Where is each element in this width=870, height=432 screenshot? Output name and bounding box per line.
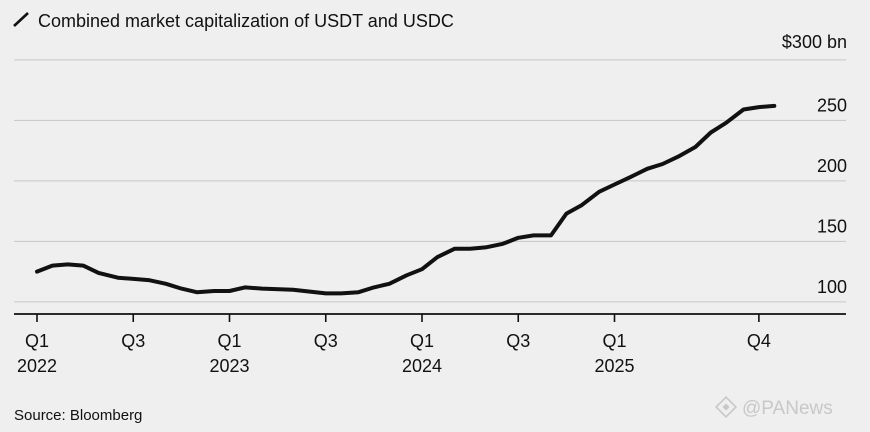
x-year-label-2024: 2024 — [402, 356, 442, 376]
title-slash-icon — [13, 12, 29, 27]
watermark-logo-icon — [714, 395, 738, 419]
x-tick-label-4: Q1 — [410, 331, 434, 351]
x-tick-label-3: Q3 — [314, 331, 338, 351]
x-axis: Q1 2022 Q3 Q1 2023 Q3 Q1 2024 Q3 Q1 2025 Q4 — [17, 314, 771, 376]
x-tick-label-6: Q1 — [602, 331, 626, 351]
x-tick-label-2: Q1 — [217, 331, 241, 351]
x-year-label-2025: 2025 — [594, 356, 634, 376]
y-tick-label-300: $300 bn — [782, 32, 847, 52]
watermark-text: @PANews — [742, 398, 833, 419]
series-line-usdt-usdc — [35, 103, 777, 296]
y-tick-label-100: 100 — [817, 277, 847, 297]
watermark: @PANews — [714, 395, 833, 419]
x-year-label-2023: 2023 — [209, 356, 249, 376]
y-tick-label-250: 250 — [817, 95, 847, 115]
x-tick-label-0: Q1 — [25, 331, 49, 351]
chart-title: Combined market capitalization of USDT a… — [38, 11, 454, 31]
gridlines — [14, 59, 846, 303]
x-tick-label-7: Q4 — [747, 331, 771, 351]
y-tick-label-200: 200 — [817, 156, 847, 176]
y-tick-label-150: 150 — [817, 216, 847, 236]
x-year-label-2022: 2022 — [17, 356, 57, 376]
y-axis-labels: $300 bn 250 200 150 100 — [782, 32, 847, 297]
source-note: Source: Bloomberg — [14, 407, 142, 424]
x-tick-label-5: Q3 — [506, 331, 530, 351]
x-tick-label-1: Q3 — [121, 331, 145, 351]
